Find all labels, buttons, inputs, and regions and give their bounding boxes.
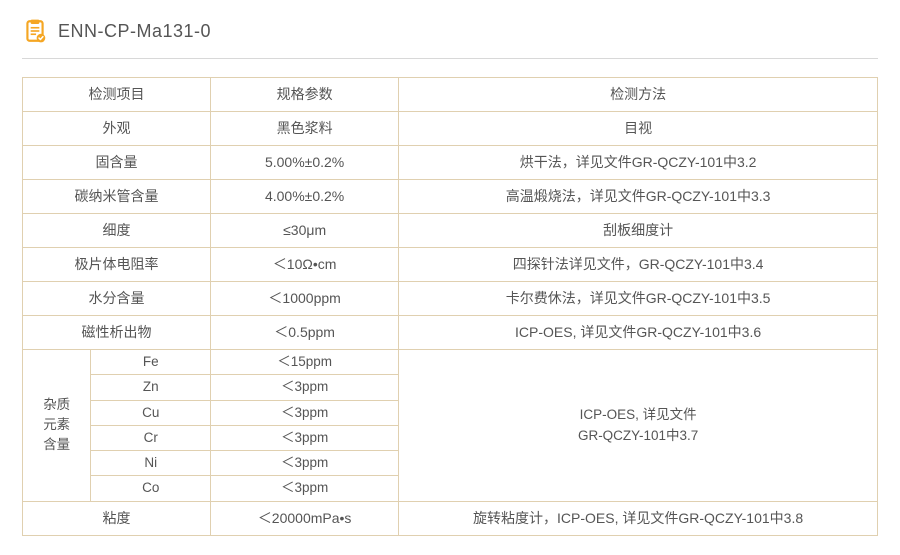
cell-spec: ＜20000mPa•s xyxy=(211,501,399,535)
cell-spec: ≤30μm xyxy=(211,214,399,248)
table-row: 细度 ≤30μm 刮板细度计 xyxy=(23,214,878,248)
impurity-element: Co xyxy=(91,476,211,501)
cell-method: 旋转粘度计，ICP-OES, 详见文件GR-QCZY-101中3.8 xyxy=(399,501,878,535)
cell-item: 外观 xyxy=(23,112,211,146)
impurity-spec: ＜3ppm xyxy=(211,451,399,476)
impurity-element: Ni xyxy=(91,451,211,476)
cell-method: 卡尔费休法，详见文件GR-QCZY-101中3.5 xyxy=(399,282,878,316)
table-row: 碳纳米管含量 4.00%±0.2% 高温煅烧法，详见文件GR-QCZY-101中… xyxy=(23,180,878,214)
table-row: 磁性析出物 ＜0.5ppm ICP-OES, 详见文件GR-QCZY-101中3… xyxy=(23,316,878,350)
col-header-method: 检测方法 xyxy=(399,78,878,112)
impurity-row: 杂质 元素 含量 Fe ＜15ppm ICP-OES, 详见文件 GR-QCZY… xyxy=(23,350,878,375)
document-title: ENN-CP-Ma131-0 xyxy=(58,21,211,42)
table-row: 粘度 ＜20000mPa•s 旋转粘度计，ICP-OES, 详见文件GR-QCZ… xyxy=(23,501,878,535)
cell-item: 细度 xyxy=(23,214,211,248)
cell-method: 高温煅烧法，详见文件GR-QCZY-101中3.3 xyxy=(399,180,878,214)
cell-spec: ＜0.5ppm xyxy=(211,316,399,350)
impurity-spec: ＜3ppm xyxy=(211,425,399,450)
table-row: 外观 黑色浆料 目视 xyxy=(23,112,878,146)
cell-method: 目视 xyxy=(399,112,878,146)
cell-spec: ＜1000ppm xyxy=(211,282,399,316)
impurity-method-line1: ICP-OES, 详见文件 xyxy=(580,407,697,422)
table-header-row: 检测项目 规格参数 检测方法 xyxy=(23,78,878,112)
table-row: 极片体电阻率 ＜10Ω•cm 四探针法详见文件，GR-QCZY-101中3.4 xyxy=(23,248,878,282)
impurity-element: Fe xyxy=(91,350,211,375)
document-header: ENN-CP-Ma131-0 xyxy=(22,18,878,59)
cell-method: 刮板细度计 xyxy=(399,214,878,248)
impurity-element: Cr xyxy=(91,425,211,450)
impurity-method-line2: GR-QCZY-101中3.7 xyxy=(578,428,698,443)
cell-spec: 黑色浆料 xyxy=(211,112,399,146)
cell-spec: 5.00%±0.2% xyxy=(211,146,399,180)
cell-spec: 4.00%±0.2% xyxy=(211,180,399,214)
clipboard-check-icon xyxy=(22,18,48,44)
table-row: 固含量 5.00%±0.2% 烘干法，详见文件GR-QCZY-101中3.2 xyxy=(23,146,878,180)
impurity-element: Cu xyxy=(91,400,211,425)
cell-item: 水分含量 xyxy=(23,282,211,316)
impurity-spec: ＜3ppm xyxy=(211,476,399,501)
cell-method: ICP-OES, 详见文件GR-QCZY-101中3.6 xyxy=(399,316,878,350)
cell-item: 固含量 xyxy=(23,146,211,180)
cell-method: 烘干法，详见文件GR-QCZY-101中3.2 xyxy=(399,146,878,180)
impurity-spec: ＜3ppm xyxy=(211,375,399,400)
impurity-group-label: 杂质 元素 含量 xyxy=(23,350,91,502)
cell-method: 四探针法详见文件，GR-QCZY-101中3.4 xyxy=(399,248,878,282)
col-header-spec: 规格参数 xyxy=(211,78,399,112)
col-header-item: 检测项目 xyxy=(23,78,211,112)
table-row: 水分含量 ＜1000ppm 卡尔费休法，详见文件GR-QCZY-101中3.5 xyxy=(23,282,878,316)
impurity-method: ICP-OES, 详见文件 GR-QCZY-101中3.7 xyxy=(399,350,878,502)
impurity-spec: ＜15ppm xyxy=(211,350,399,375)
impurity-element: Zn xyxy=(91,375,211,400)
cell-spec: ＜10Ω•cm xyxy=(211,248,399,282)
spec-table: 检测项目 规格参数 检测方法 外观 黑色浆料 目视 固含量 5.00%±0.2%… xyxy=(22,77,878,536)
cell-item: 磁性析出物 xyxy=(23,316,211,350)
impurity-spec: ＜3ppm xyxy=(211,400,399,425)
cell-item: 极片体电阻率 xyxy=(23,248,211,282)
cell-item: 碳纳米管含量 xyxy=(23,180,211,214)
cell-item: 粘度 xyxy=(23,501,211,535)
